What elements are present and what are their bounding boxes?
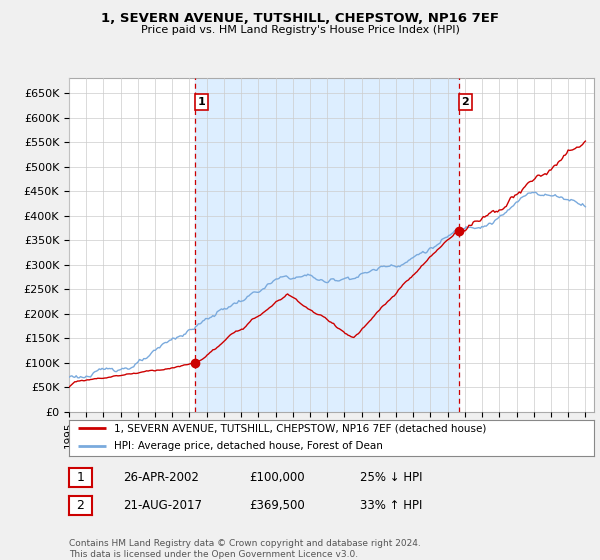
Bar — [195, 78, 459, 412]
Text: 1, SEVERN AVENUE, TUTSHILL, CHEPSTOW, NP16 7EF (detached house): 1, SEVERN AVENUE, TUTSHILL, CHEPSTOW, NP… — [113, 423, 486, 433]
Text: 21-AUG-2017: 21-AUG-2017 — [123, 499, 202, 512]
Text: HPI: Average price, detached house, Forest of Dean: HPI: Average price, detached house, Fore… — [113, 441, 383, 451]
Text: 2: 2 — [461, 97, 469, 107]
Text: Contains HM Land Registry data © Crown copyright and database right 2024.
This d: Contains HM Land Registry data © Crown c… — [69, 539, 421, 559]
Text: Price paid vs. HM Land Registry's House Price Index (HPI): Price paid vs. HM Land Registry's House … — [140, 25, 460, 35]
Text: 33% ↑ HPI: 33% ↑ HPI — [360, 499, 422, 512]
Text: £369,500: £369,500 — [249, 499, 305, 512]
Text: 1: 1 — [197, 97, 205, 107]
Text: £100,000: £100,000 — [249, 471, 305, 484]
Text: 2: 2 — [76, 499, 85, 512]
Text: 1: 1 — [76, 471, 85, 484]
Text: 1, SEVERN AVENUE, TUTSHILL, CHEPSTOW, NP16 7EF: 1, SEVERN AVENUE, TUTSHILL, CHEPSTOW, NP… — [101, 12, 499, 25]
Text: 26-APR-2002: 26-APR-2002 — [123, 471, 199, 484]
Text: 25% ↓ HPI: 25% ↓ HPI — [360, 471, 422, 484]
